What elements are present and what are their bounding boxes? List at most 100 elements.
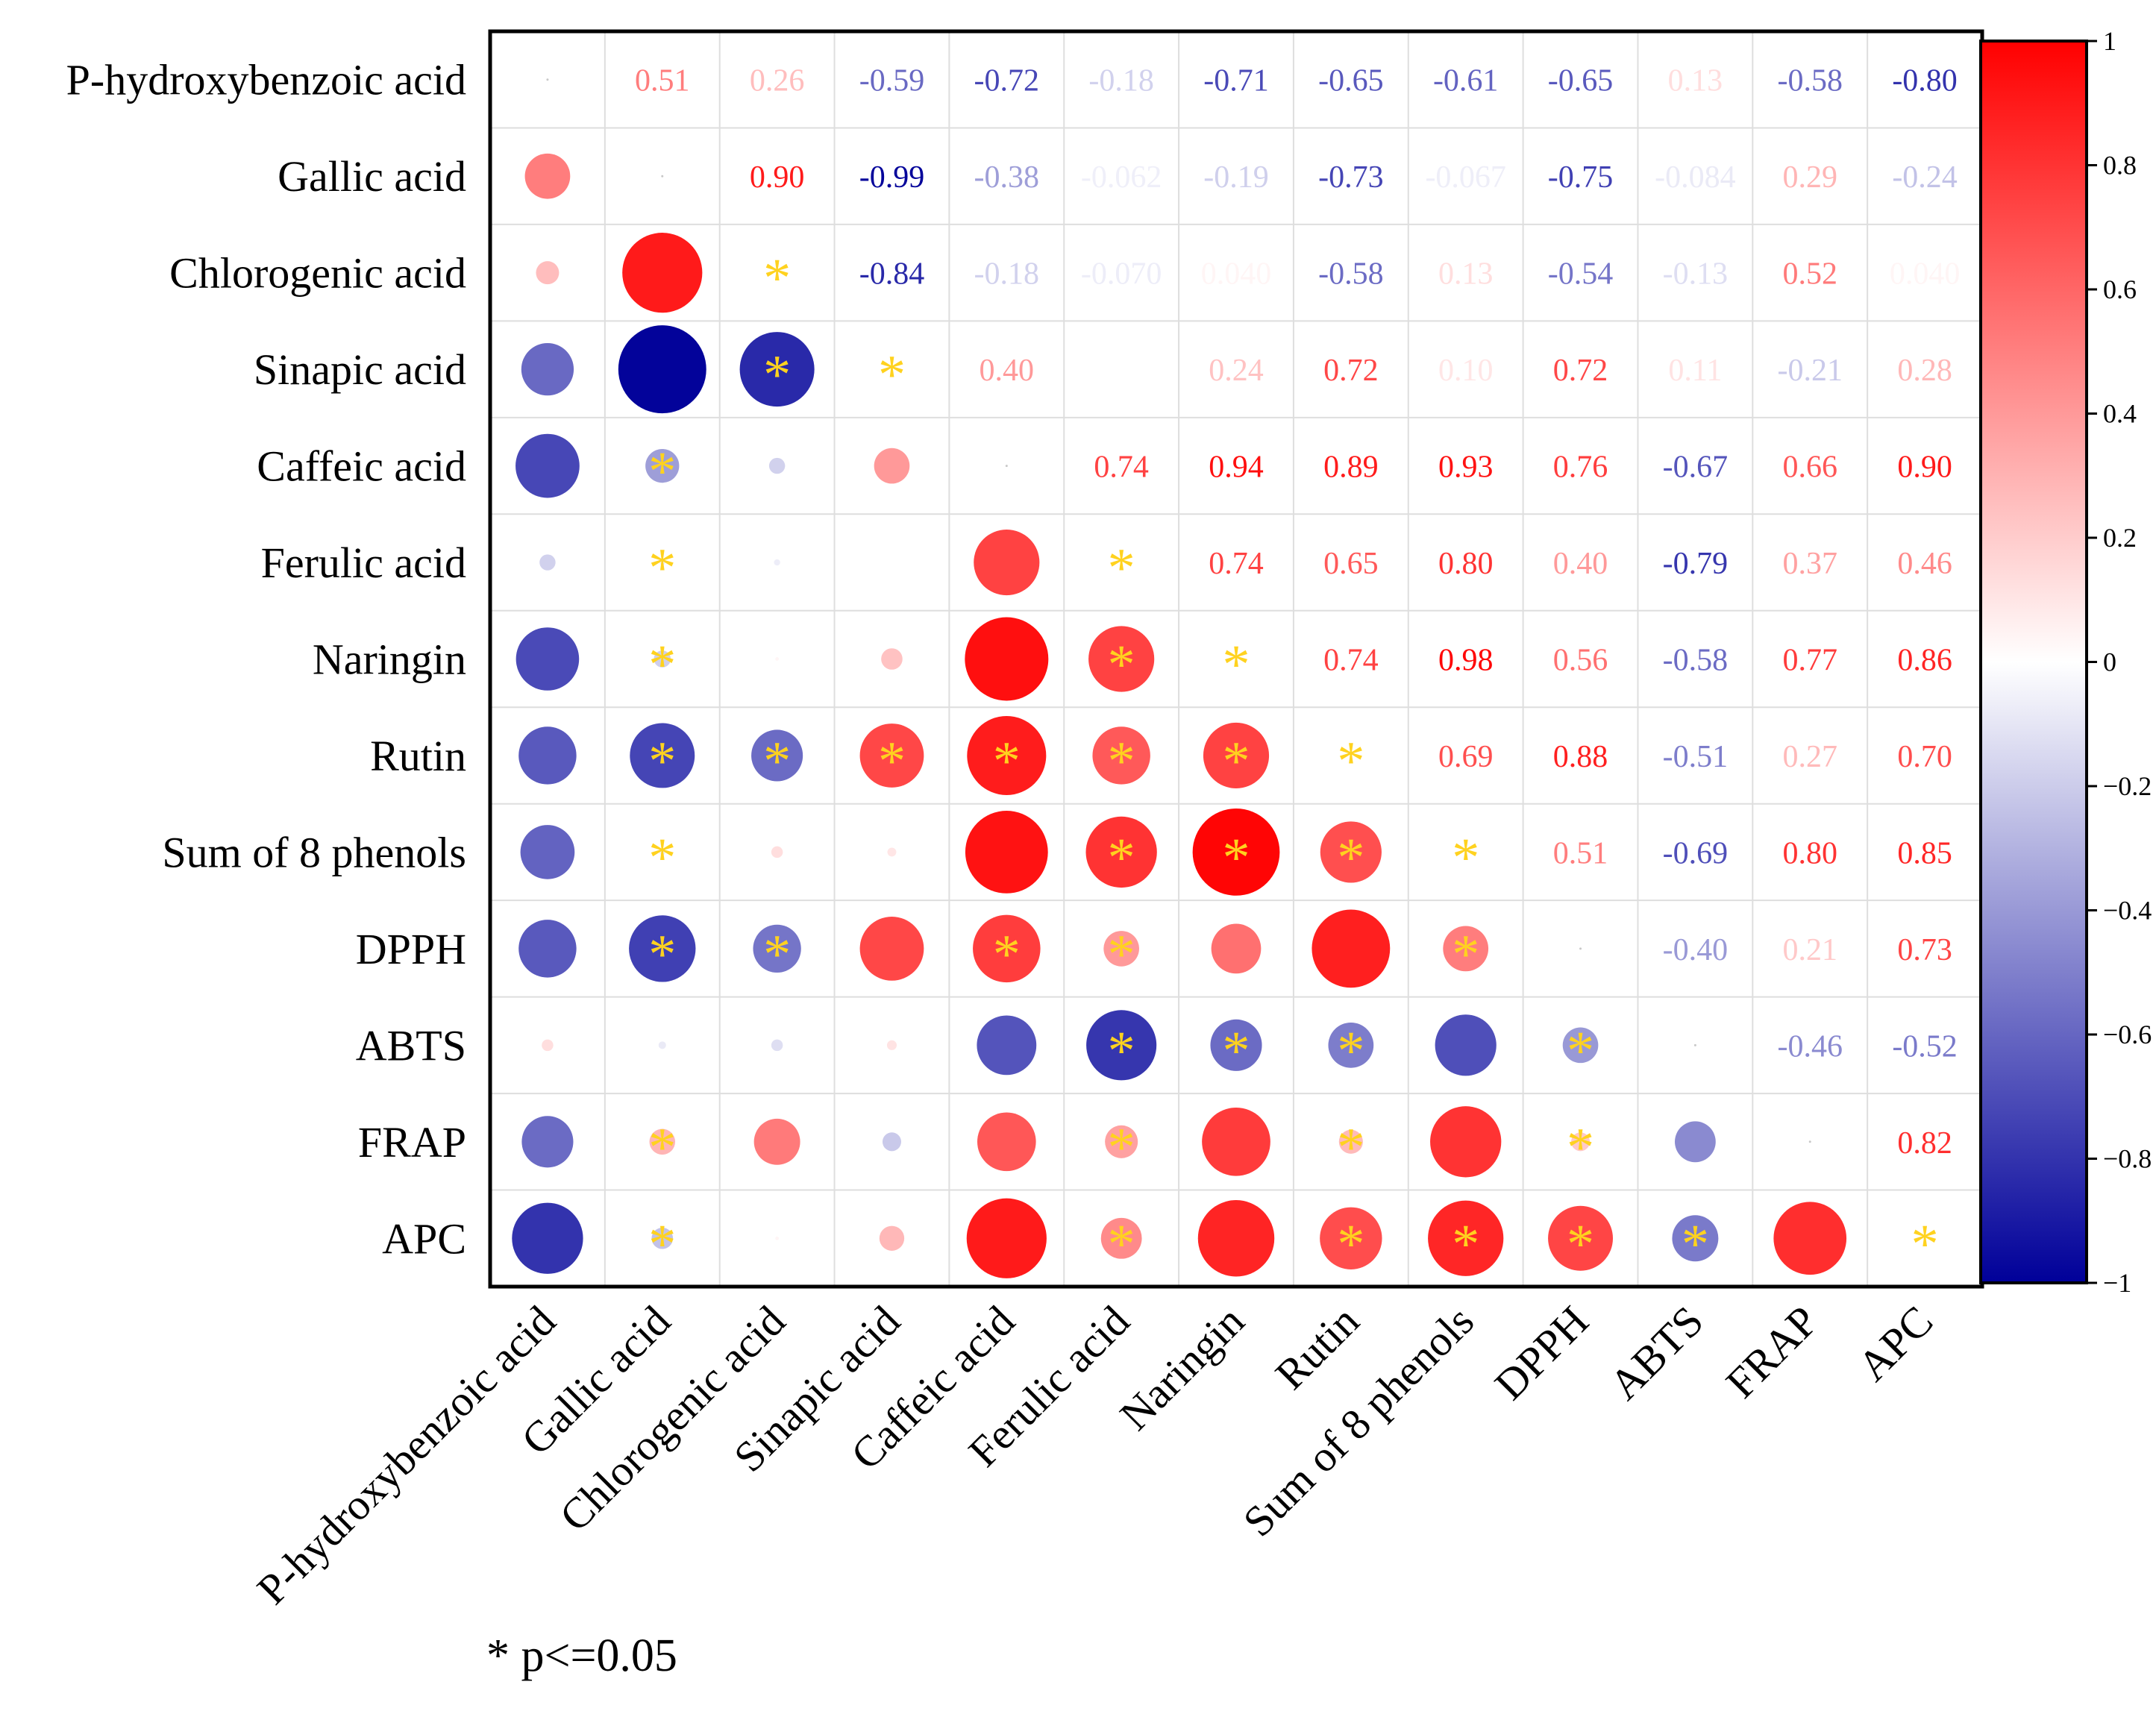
corr-circle-r9-c5 — [1103, 931, 1139, 967]
corr-circle-r3-c1 — [618, 325, 706, 414]
corr-value-r6-c11: 0.77 — [1782, 644, 1837, 678]
grid-lines — [490, 31, 1982, 1287]
corr-value-r3-c9: 0.72 — [1553, 354, 1608, 388]
corr-value-r8-c11: 0.80 — [1782, 836, 1837, 870]
corr-value-r2-c7: -0.58 — [1318, 257, 1384, 292]
significance-star: * — [763, 345, 791, 406]
significance-star: * — [878, 345, 906, 406]
corr-circle-r7-c2 — [751, 729, 803, 782]
corr-circle-r8-c0 — [520, 825, 575, 879]
corr-circle-r12-c3 — [879, 1225, 905, 1251]
significance-star: * — [648, 827, 676, 888]
corr-circle-r12-c10 — [1672, 1215, 1719, 1262]
corr-value-r0-c9: -0.65 — [1548, 64, 1614, 98]
corr-circle-r9-c0 — [518, 920, 577, 978]
corr-circle-r5-c4 — [974, 529, 1040, 596]
corr-circle-r12-c4 — [966, 1198, 1047, 1278]
significance-star: * — [763, 248, 791, 310]
corr-circle-r12-c9 — [1548, 1205, 1614, 1271]
corr-value-r6-c10: -0.58 — [1663, 644, 1729, 678]
corr-value-r9-c12: 0.73 — [1897, 933, 1952, 967]
corr-value-r9-c11: 0.21 — [1782, 933, 1837, 967]
colorbar-tick-label: −0.6 — [2103, 1020, 2152, 1049]
corr-value-r5-c6: 0.74 — [1209, 547, 1264, 581]
corr-value-r7-c8: 0.69 — [1438, 740, 1494, 774]
corr-value-r0-c1: 0.51 — [635, 64, 690, 98]
significance-star: * — [1108, 1117, 1135, 1178]
corr-value-r1-c10: -0.084 — [1655, 160, 1736, 195]
corr-value-r1-c11: 0.29 — [1782, 160, 1837, 195]
significance-star: * — [1337, 827, 1364, 888]
corr-value-r3-c4: 0.40 — [980, 354, 1035, 388]
corr-circle-r4-c0 — [516, 433, 580, 498]
corr-circle-r12-c11 — [1773, 1202, 1847, 1275]
corr-circle-r11-c8 — [1430, 1106, 1502, 1178]
row-label-8: Sum of 8 phenols — [162, 828, 466, 876]
corr-circle-r11-c2 — [753, 1118, 800, 1165]
significance-star: * — [1337, 1020, 1364, 1081]
significance-star: * — [1682, 1214, 1709, 1275]
corr-value-r8-c10: -0.69 — [1663, 836, 1729, 870]
corr-value-r0-c10: 0.13 — [1668, 64, 1723, 98]
corr-value-r4-c8: 0.93 — [1438, 450, 1494, 485]
corr-circle-r4-c3 — [874, 448, 910, 484]
corr-circle-r6-c1 — [654, 650, 671, 668]
diagonal-dot — [1808, 1140, 1811, 1143]
corr-value-r2-c12: 0.040 — [1890, 257, 1961, 292]
significance-star: * — [763, 924, 791, 985]
corr-circle-r10-c6 — [1210, 1019, 1262, 1071]
colorbar-tick-label: 1 — [2103, 26, 2116, 56]
corr-value-r2-c10: -0.13 — [1663, 257, 1729, 292]
row-label-12: APC — [382, 1214, 466, 1263]
col-label-11: FRAP — [1717, 1296, 1828, 1407]
upper-triangle-values: 0.51 0.26 -0.59 -0.72 -0.18 -0.71 -0.65 -0.61 -0… — [635, 64, 1960, 1161]
corr-value-r0-c8: -0.61 — [1433, 64, 1499, 98]
corr-circle-r12-c2 — [775, 1236, 779, 1240]
corr-value-r5-c11: 0.37 — [1782, 547, 1837, 581]
significance-star: * — [993, 731, 1021, 792]
corr-value-r8-c12: 0.85 — [1897, 836, 1952, 870]
corr-value-r0-c6: -0.71 — [1203, 64, 1269, 98]
corr-circle-r5-c2 — [774, 559, 780, 566]
significance-star: * — [763, 731, 791, 792]
corr-value-r3-c6: 0.24 — [1209, 354, 1264, 388]
colorbar-tick-label: 0.6 — [2103, 274, 2137, 304]
corr-circle-r9-c2 — [753, 924, 801, 973]
corr-circle-r6-c4 — [965, 617, 1049, 701]
corr-value-r9-c10: -0.40 — [1663, 933, 1729, 967]
corr-circle-r8-c1 — [659, 849, 665, 856]
corr-circle-r9-c3 — [859, 917, 924, 981]
row-label-6: Naringin — [313, 635, 466, 684]
corr-value-r0-c11: -0.58 — [1777, 64, 1843, 98]
corr-value-r4-c11: 0.66 — [1782, 450, 1837, 485]
row-label-3: Sinapic acid — [254, 345, 466, 394]
colorbar: 1 0.8 0.6 0.4 0.2 0 −0.2 −0.4 −0.6 −0.8 −1 — [1979, 26, 2152, 1298]
corr-value-r5-c8: 0.80 — [1438, 547, 1494, 581]
row-label-0: P-hydroxybenzoic acid — [66, 56, 466, 104]
corr-circle-r3-c0 — [521, 342, 574, 396]
significance-star: * — [1108, 731, 1135, 792]
significance-star: * — [1108, 1214, 1135, 1275]
corr-circle-r10-c8 — [1435, 1014, 1497, 1076]
diagonal-dot — [1464, 850, 1467, 853]
corr-value-r4-c12: 0.90 — [1897, 450, 1952, 485]
diagonal-dot — [1579, 947, 1582, 950]
corr-value-r10-c11: -0.46 — [1777, 1029, 1843, 1064]
significance-star: * — [1452, 1214, 1479, 1275]
corr-value-r0-c4: -0.72 — [974, 64, 1040, 98]
corr-value-r7-c12: 0.70 — [1897, 740, 1952, 774]
significance-star: * — [1567, 1117, 1594, 1178]
col-label-10: ABTS — [1600, 1296, 1713, 1409]
diagonal-dot — [1235, 658, 1238, 660]
significance-star: * — [993, 924, 1021, 985]
corr-circle-r12-c1 — [651, 1227, 674, 1249]
colorbar-tick-label: 0.2 — [2103, 523, 2137, 553]
significance-star: * — [1108, 827, 1135, 888]
col-label-9: DPPH — [1485, 1296, 1598, 1409]
corr-value-r2-c9: -0.54 — [1548, 257, 1614, 292]
significance-star: * — [1223, 635, 1250, 696]
corr-circle-r10-c3 — [886, 1040, 897, 1050]
corr-circle-r12-c5 — [1100, 1217, 1142, 1259]
corr-circle-r8-c2 — [771, 846, 783, 858]
